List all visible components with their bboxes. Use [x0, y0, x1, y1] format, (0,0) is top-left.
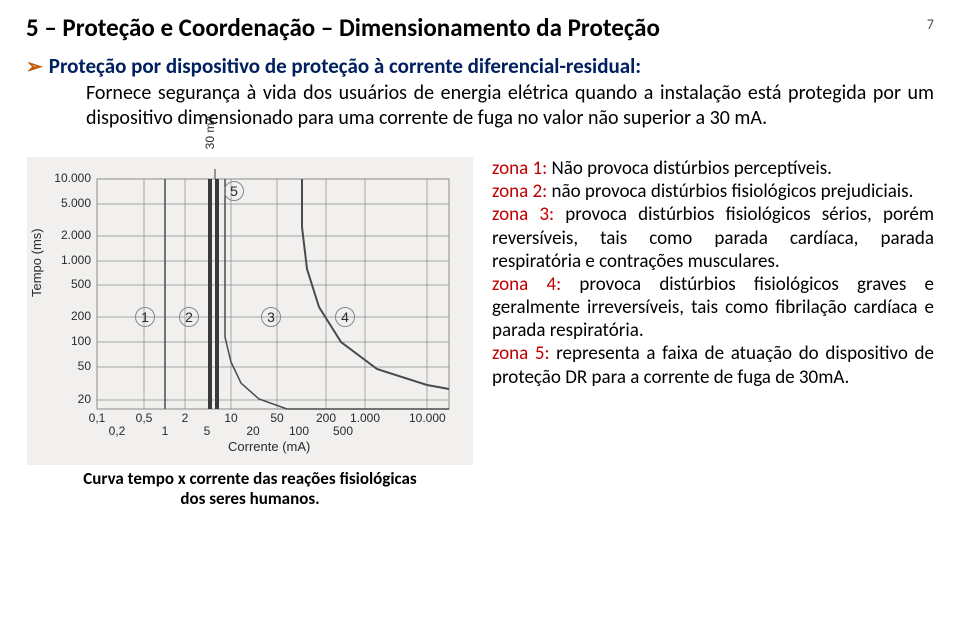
- x-tick: 1.000: [347, 411, 383, 425]
- left-column: Tempo (ms) 10.0005.0002.0001.00050020010…: [26, 157, 474, 508]
- zona-1-label: zona 1:: [492, 157, 547, 180]
- x-tick: 500: [328, 424, 358, 438]
- graph-caption: Curva tempo x corrente das reações fisio…: [83, 469, 416, 508]
- subheading: Proteção por dispositivo de proteção à c…: [49, 53, 641, 79]
- header: 5 – Proteção e Coordenação – Dimensionam…: [26, 12, 934, 43]
- zona-2-text: não provoca distúrbios fisiológicos prej…: [547, 180, 913, 203]
- zone-marker: 3: [261, 307, 281, 327]
- y-tick: 200: [45, 309, 91, 323]
- threshold-label: 30 mA: [203, 107, 217, 157]
- zona-5-label: zona 5:: [492, 342, 550, 365]
- zona-2-label: zona 2:: [492, 180, 547, 203]
- zone-marker: 1: [135, 307, 155, 327]
- x-tick: 0,1: [79, 411, 115, 425]
- x-tick: 10.000: [409, 411, 445, 425]
- page-number: 7: [927, 16, 934, 33]
- y-tick: 50: [45, 359, 91, 373]
- x-tick: 100: [284, 424, 314, 438]
- x-axis-label: Corrente (mA): [228, 439, 310, 454]
- x-tick: 50: [259, 411, 295, 425]
- zona-5-text: representa a faixa de atuação do disposi…: [492, 342, 934, 388]
- zona-3-text: provoca distúrbios fisiológicos sérios, …: [492, 203, 934, 272]
- caption-line-2: dos seres humanos.: [180, 488, 319, 509]
- zone-descriptions: zona 1: Não provoca distúrbios perceptív…: [492, 157, 934, 508]
- zona-1-text: Não provoca distúrbios perceptíveis.: [547, 157, 832, 180]
- time-current-graph: Tempo (ms) 10.0005.0002.0001.00050020010…: [27, 157, 473, 465]
- zone-marker: 5: [224, 181, 244, 201]
- x-tick: 20: [238, 424, 268, 438]
- x-tick: 0,5: [126, 411, 162, 425]
- zona-3-label: zona 3:: [492, 203, 554, 226]
- zone-marker: 4: [335, 307, 355, 327]
- y-tick: 2.000: [45, 228, 91, 242]
- y-tick: 1.000: [45, 253, 91, 267]
- y-tick: 20: [45, 392, 91, 406]
- x-tick: 2: [167, 411, 203, 425]
- x-tick: 200: [308, 411, 344, 425]
- x-tick: 0,2: [102, 424, 132, 438]
- caption-line-1: Curva tempo x corrente das reações fisio…: [83, 468, 416, 489]
- page-title: 5 – Proteção e Coordenação – Dimensionam…: [26, 12, 660, 43]
- x-tick: 5: [192, 424, 222, 438]
- x-tick: 10: [213, 411, 249, 425]
- zone-marker: 2: [179, 307, 199, 327]
- bullet-arrow-icon: ➢: [26, 57, 43, 77]
- content-row: Tempo (ms) 10.0005.0002.0001.00050020010…: [26, 157, 934, 508]
- zona-4-label: zona 4:: [492, 273, 561, 296]
- y-tick: 500: [45, 277, 91, 291]
- x-tick: 1: [150, 424, 180, 438]
- subheading-row: ➢ Proteção por dispositivo de proteção à…: [26, 53, 934, 79]
- y-tick: 100: [45, 334, 91, 348]
- y-tick: 10.000: [45, 171, 91, 185]
- y-tick: 5.000: [45, 196, 91, 210]
